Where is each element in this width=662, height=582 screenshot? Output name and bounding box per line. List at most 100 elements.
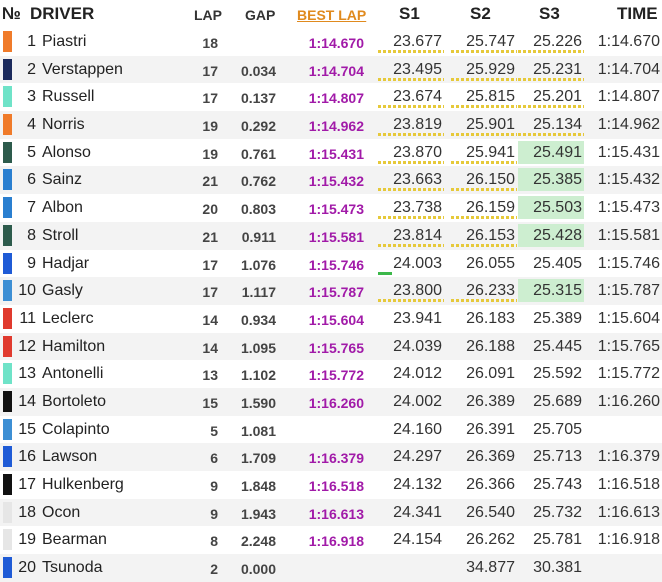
table-row[interactable]: 14 Bortoleto 15 1.590 1:16.260 24.002 26.389 25… (0, 387, 662, 416)
best-lap-cell: 1:15.581 (308, 228, 364, 245)
table-header: № DRIVER LAP GAP BEST LAP S1 S2 S3 TIME (0, 0, 662, 28)
lap-count-cell: 17 (202, 62, 218, 79)
lap-count-cell: 18 (202, 35, 218, 51)
table-row[interactable]: 5 Alonso 19 0.761 1:15.431 23.870 25.941 25.491… (0, 139, 662, 167)
table-row[interactable]: 19 Bearman 8 2.248 1:16.918 24.154 26.262 25.78… (0, 526, 662, 554)
lap-count-cell: 14 (202, 311, 218, 328)
table-row[interactable]: 11 Leclerc 14 0.934 1:15.604 23.941 26.183 25.3… (0, 305, 662, 333)
header-best-lap[interactable]: BEST LAP (297, 7, 367, 23)
table-row[interactable]: 10 Gasly 17 1.117 1:15.787 23.800 26.233 25.315… (0, 277, 662, 305)
gap-cell: 0.137 (240, 90, 276, 107)
gap-cell: 0.934 (240, 311, 276, 328)
table-row[interactable]: 8 Stroll 21 0.911 1:15.581 23.814 26.153 25.428… (0, 221, 662, 250)
sector-2-cell: 25.747 (451, 30, 517, 53)
driver-rows: 1 Piastri 18 1:14.670 23.677 25.747 25.226 1:14… (0, 28, 662, 582)
header-s3[interactable]: S3 (539, 4, 560, 23)
sector-3-cell: 25.732 (533, 503, 582, 521)
sector-3-cell: 25.445 (533, 337, 582, 355)
driver-name-cell: Leclerc (42, 309, 94, 327)
sector-2-cell: 26.540 (466, 503, 515, 521)
gap-cell: 0.292 (240, 118, 276, 135)
sector-2-cell: 34.877 (466, 559, 515, 577)
sector-1-cell: 23.800 (378, 279, 444, 303)
sector-3-cell: 25.389 (533, 309, 582, 327)
table-row[interactable]: 12 Hamilton 14 1.095 1:15.765 24.039 26.188 25.… (0, 332, 662, 361)
team-color-swatch (3, 557, 12, 579)
driver-name-cell: Albon (42, 199, 83, 217)
table-row[interactable]: 16 Lawson 6 1.709 1:16.379 24.297 26.369 25.713… (0, 443, 662, 471)
position-cell: 10 (18, 282, 36, 300)
gap-cell: 1.848 (240, 478, 276, 494)
best-lap-cell: 1:15.746 (308, 256, 364, 273)
team-color-swatch (3, 280, 12, 302)
best-lap-cell: 1:16.518 (308, 478, 364, 494)
lap-time-cell: 1:15.765 (597, 337, 660, 355)
header-driver[interactable]: DRIVER (30, 4, 95, 23)
header-s1[interactable]: S1 (399, 4, 420, 23)
lap-time-cell: 1:15.581 (597, 226, 660, 244)
position-cell: 9 (27, 254, 36, 272)
sector-2-cell: 25.815 (451, 85, 517, 109)
team-color-swatch (3, 114, 12, 136)
table-row[interactable]: 6 Sainz 21 0.762 1:15.432 23.663 26.150 25.385 1… (0, 166, 662, 195)
table-row[interactable]: 17 Hulkenberg 9 1.848 1:16.518 24.132 26.366 25… (0, 471, 662, 499)
table-row[interactable]: 4 Norris 19 0.292 1:14.962 23.819 25.901 25.134… (0, 111, 662, 139)
best-lap-cell: 1:14.704 (308, 62, 364, 79)
table-row[interactable]: 20 Tsunoda 2 0.000 34.877 30.381 (0, 554, 662, 582)
lap-time-cell: 1:16.379 (597, 448, 660, 466)
sector-3-cell: 25.201 (518, 85, 584, 109)
driver-name-cell: Russell (42, 88, 95, 106)
position-cell: 13 (18, 365, 36, 383)
lap-count-cell: 5 (210, 422, 218, 439)
sector-1-cell: 23.941 (393, 309, 442, 327)
header-lap[interactable]: LAP (194, 7, 222, 23)
table-row[interactable]: 2 Verstappen 17 0.034 1:14.704 23.495 25.929 25… (0, 55, 662, 84)
table-row[interactable]: 9 Hadjar 17 1.076 1:15.746 24.003 26.055 25.405… (0, 250, 662, 278)
sector-1-cell: 23.663 (378, 168, 444, 192)
table-row[interactable]: 3 Russell 17 0.137 1:14.807 23.674 25.815 25.20… (0, 83, 662, 111)
team-color-swatch (3, 31, 12, 52)
gap-cell: 1.095 (240, 339, 276, 356)
gap-cell: 1.076 (240, 256, 276, 273)
position-cell: 3 (27, 88, 36, 106)
gap-cell: 1.102 (240, 367, 276, 384)
sector-2-cell: 26.183 (466, 309, 515, 327)
driver-name-cell: Hulkenberg (42, 476, 124, 493)
best-lap-cell: 1:14.670 (308, 35, 364, 51)
driver-name-cell: Antonelli (42, 365, 104, 383)
header-s2[interactable]: S2 (470, 4, 491, 23)
table-row[interactable]: 7 Albon 20 0.803 1:15.473 23.738 26.159 25.503 1… (0, 194, 662, 222)
header-gap[interactable]: GAP (245, 7, 276, 23)
header-time[interactable]: TIME (617, 4, 658, 23)
team-color-swatch (3, 501, 12, 523)
lap-time-cell: 1:16.613 (597, 503, 660, 521)
table-row[interactable]: 18 Ocon 9 1.943 1:16.613 24.341 26.540 25.732 1:… (0, 498, 662, 527)
gap-cell: 1.709 (240, 450, 276, 467)
team-color-swatch (3, 169, 12, 191)
sector-1-cell: 24.160 (393, 420, 442, 438)
best-lap-cell: 1:16.379 (308, 450, 364, 467)
best-lap-cell: 1:15.765 (308, 339, 364, 356)
header-number: № (2, 4, 21, 23)
sector-1-cell: 24.003 (378, 252, 444, 275)
lap-time-cell: 1:16.918 (597, 531, 660, 549)
driver-name-cell: Hamilton (42, 337, 106, 355)
lap-count-cell: 21 (202, 228, 218, 245)
position-cell: 1 (27, 33, 36, 50)
team-color-swatch (3, 224, 12, 246)
team-color-swatch (3, 197, 12, 219)
position-cell: 11 (19, 309, 36, 327)
table-row[interactable]: 13 Antonelli 13 1.102 1:15.772 24.012 26.091 25… (0, 360, 662, 388)
table-row[interactable]: 1 Piastri 18 1:14.670 23.677 25.747 25.226 1:14… (0, 28, 662, 56)
table-row[interactable]: 15 Colapinto 5 1.081 24.160 26.391 25.705 (0, 416, 662, 444)
lap-time-cell: 1:15.604 (597, 309, 660, 327)
driver-name-cell: Alonso (42, 143, 91, 161)
lap-count-cell: 2 (210, 561, 218, 578)
team-color-swatch (3, 335, 12, 357)
position-cell: 14 (18, 392, 36, 410)
sector-3-cell: 25.705 (533, 420, 582, 438)
lap-time-cell: 1:16.260 (597, 392, 660, 410)
gap-cell: 2.248 (240, 533, 276, 550)
driver-name-cell: Sainz (42, 171, 83, 189)
team-color-swatch (3, 252, 12, 274)
